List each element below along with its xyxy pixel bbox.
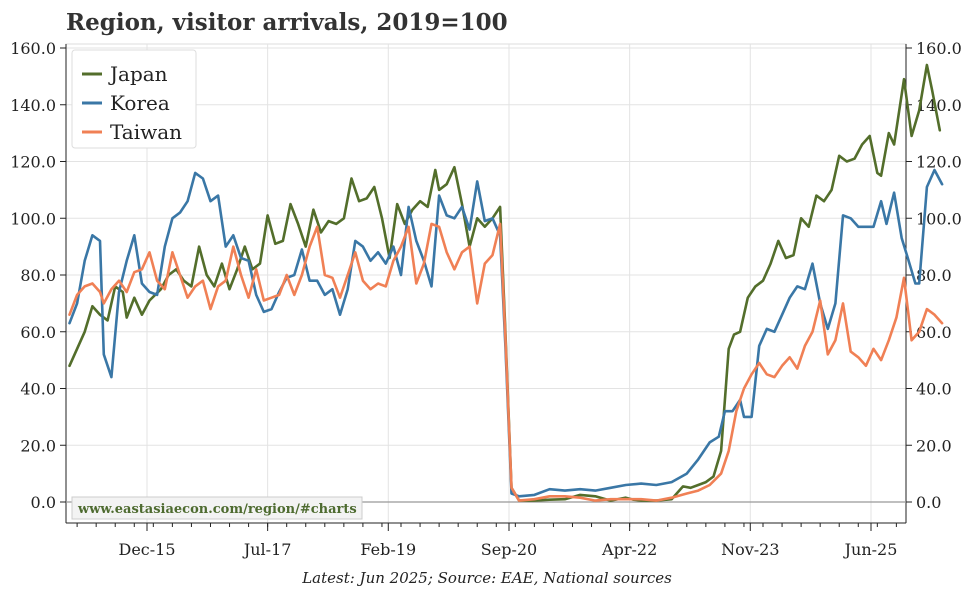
y-tick-label-right: 60.0 <box>916 323 952 342</box>
y-tick-label-right: 160.0 <box>916 39 962 58</box>
series-line-japan <box>68 63 942 502</box>
legend-label-korea: Korea <box>110 91 170 115</box>
series-line-taiwan <box>68 222 944 502</box>
legend-label-taiwan: Taiwan <box>110 120 182 144</box>
y-tick-label-right: 140.0 <box>916 96 962 115</box>
watermark-background <box>71 496 363 520</box>
y-tick-label-right: 100.0 <box>916 209 962 228</box>
source-note: Latest: Jun 2025; Source: EAE, National … <box>301 569 672 587</box>
y-tick-label-left: 20.0 <box>20 436 56 455</box>
y-tick-label-right: 0.0 <box>916 493 941 512</box>
x-tick-label: Apr-22 <box>601 540 657 559</box>
watermark-url: www.eastasiaecon.com/region/#charts <box>77 502 357 517</box>
legend-label-japan: Japan <box>108 62 168 86</box>
legend-box <box>71 49 197 149</box>
y-tick-label-left: 40.0 <box>20 380 56 399</box>
x-tick-label: Nov-23 <box>721 540 779 559</box>
x-tick-label: Jul-17 <box>242 540 292 559</box>
axes: 0.0 0.0 20.0 20.0 40.0 40.0 60.0 60.0 80.0 80.0 10… <box>10 39 962 559</box>
y-tick-label-left: 140.0 <box>10 96 56 115</box>
x-tick-label: Sep-20 <box>481 540 537 559</box>
y-tick-label-left: 160.0 <box>10 39 56 58</box>
y-tick-label-left: 120.0 <box>10 153 56 172</box>
x-tick-label: Dec-15 <box>118 540 175 559</box>
watermark-box: www.eastasiaecon.com/region/#charts <box>71 496 363 520</box>
series-layer <box>68 63 944 502</box>
y-tick-label-right: 20.0 <box>916 436 952 455</box>
y-tick-label-left: 60.0 <box>20 323 56 342</box>
legend: Japan Korea Taiwan <box>71 49 197 149</box>
y-tick-label-right: 40.0 <box>916 380 952 399</box>
y-tick-label-right: 120.0 <box>916 153 962 172</box>
chart-title: Region, visitor arrivals, 2019=100 <box>66 9 508 36</box>
y-tick-label-left: 100.0 <box>10 209 56 228</box>
x-tick-label: Jun-25 <box>843 540 898 559</box>
y-tick-label-left: 0.0 <box>31 493 56 512</box>
x-tick-label: Feb-19 <box>360 540 416 559</box>
series-line-korea <box>68 168 944 498</box>
y-tick-label-left: 80.0 <box>20 266 56 285</box>
y-tick-label-right: 80.0 <box>916 266 952 285</box>
